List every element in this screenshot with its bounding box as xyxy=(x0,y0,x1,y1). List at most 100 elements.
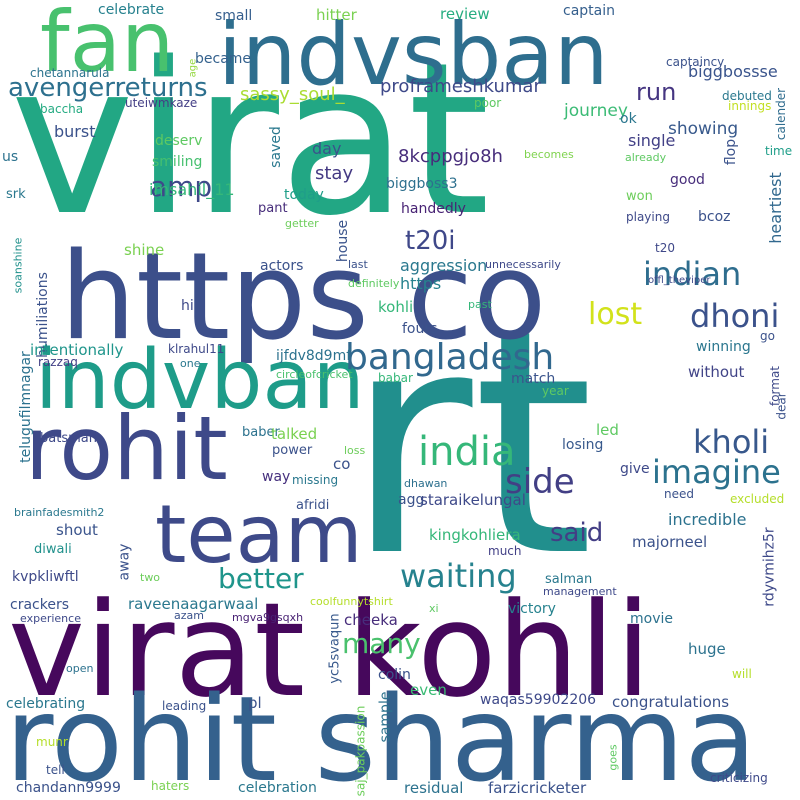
word: innings xyxy=(728,99,772,113)
word: power xyxy=(272,443,313,458)
word: t20i xyxy=(405,226,456,256)
word: side xyxy=(505,462,575,502)
word: uteiwmkaze xyxy=(125,96,198,110)
word: rt xyxy=(345,264,594,625)
word: celebrate xyxy=(98,2,165,18)
word: playing xyxy=(626,210,670,224)
word: heartiest xyxy=(765,172,785,244)
word: haters xyxy=(151,779,190,793)
word: babar xyxy=(378,371,413,385)
word: incredible xyxy=(668,510,747,529)
word: day xyxy=(312,139,342,158)
word: year xyxy=(542,384,569,398)
word: imagine xyxy=(652,453,781,491)
word: poor xyxy=(474,96,502,110)
word: kholi xyxy=(693,423,770,461)
word: much xyxy=(488,544,522,558)
word: dear xyxy=(774,392,789,420)
word: pant xyxy=(258,201,288,216)
word: hitter xyxy=(316,6,357,24)
word: indian xyxy=(643,255,742,293)
word: amp xyxy=(150,170,213,203)
word: co xyxy=(333,455,351,473)
word: ok xyxy=(620,111,637,127)
word: will xyxy=(732,667,752,681)
word: won xyxy=(626,189,653,204)
word: bangladesh xyxy=(345,337,555,378)
word: azam xyxy=(174,609,204,622)
word: goes xyxy=(606,744,620,771)
word: good xyxy=(670,172,705,188)
word: shout xyxy=(56,521,98,539)
word: today xyxy=(284,187,324,203)
word: baber xyxy=(242,425,280,440)
word: cheeka xyxy=(344,611,398,629)
word: dhawan xyxy=(404,477,448,490)
word: afridi xyxy=(296,498,330,513)
word: said xyxy=(550,518,604,548)
word: showing xyxy=(668,119,739,139)
word: unnecessarily xyxy=(485,258,561,271)
word: rdyvmihz5r xyxy=(761,527,778,607)
word: waqas59902206 xyxy=(480,692,597,708)
word: biggbossse xyxy=(688,62,778,81)
word: actors xyxy=(260,258,304,274)
word: intentionally xyxy=(30,341,124,359)
word: became xyxy=(195,51,252,67)
word: age xyxy=(187,58,199,78)
word: winning xyxy=(696,339,751,355)
word: virat xyxy=(10,17,490,262)
word: bcoz xyxy=(698,209,731,225)
word: ijfdv8d9mf xyxy=(276,348,352,364)
word: srk xyxy=(6,187,26,202)
word: way xyxy=(262,469,291,485)
word: management xyxy=(543,585,617,598)
word: losing xyxy=(562,437,604,453)
word: open xyxy=(66,662,94,675)
word: two xyxy=(140,571,161,584)
word: fan xyxy=(40,0,175,91)
word: razzaq xyxy=(38,355,78,369)
word: india xyxy=(418,429,516,475)
word: salman xyxy=(545,572,593,587)
word: deserv xyxy=(155,133,203,149)
word: sample xyxy=(377,691,394,743)
word: run xyxy=(636,78,677,106)
word: getter xyxy=(285,217,319,230)
word: https co xyxy=(60,228,547,367)
word: offl_theviper xyxy=(648,275,711,286)
word: soanshine xyxy=(11,237,25,294)
word: small xyxy=(215,8,253,24)
word: 8kcppgjo8h xyxy=(398,146,503,167)
word: rohit sharma xyxy=(5,670,757,800)
word: batsman xyxy=(40,431,97,446)
word: house xyxy=(335,219,352,263)
word: circleofcricket xyxy=(276,368,353,381)
word: leading xyxy=(162,699,207,713)
word: movie xyxy=(630,611,673,627)
word: xi xyxy=(429,602,439,615)
word: definitely xyxy=(348,277,400,290)
word: match xyxy=(511,371,556,387)
word: handedly xyxy=(401,201,466,217)
word: debuted xyxy=(722,89,772,103)
word: better xyxy=(218,562,304,595)
word: t20 xyxy=(655,241,675,255)
word: crackers xyxy=(10,597,70,613)
word: staraikelungal xyxy=(420,491,526,509)
word: sassy_soul_ xyxy=(240,84,345,105)
word: experience xyxy=(20,612,81,625)
word: baccha xyxy=(40,102,84,116)
word: munr xyxy=(36,735,68,749)
word: need xyxy=(664,487,694,501)
word: burst xyxy=(54,122,96,141)
word: fours xyxy=(402,321,438,337)
word: kingkohliera xyxy=(429,526,521,544)
word: calender xyxy=(774,87,789,141)
word: kohli xyxy=(378,298,414,316)
word: celebrating xyxy=(6,696,86,712)
word: us xyxy=(2,149,19,165)
word: saj_pakpassion xyxy=(353,705,368,797)
word: imsahil_11 xyxy=(149,180,235,199)
